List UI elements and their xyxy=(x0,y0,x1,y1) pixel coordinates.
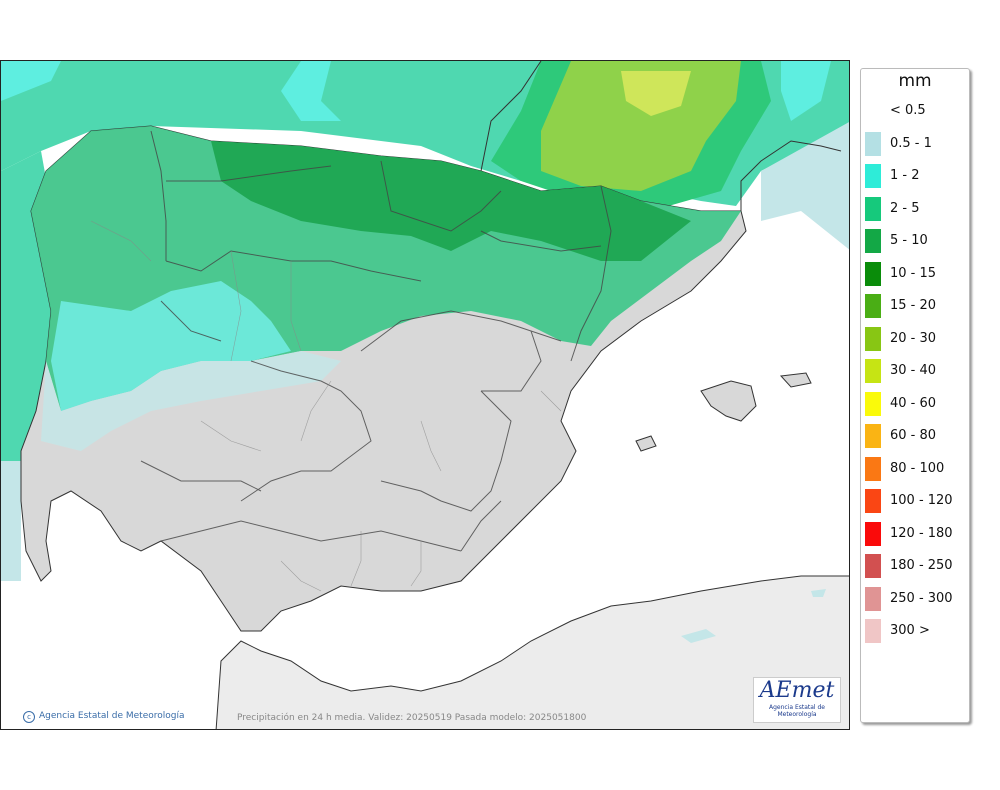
legend-item: 40 - 60 xyxy=(865,391,965,416)
menorca xyxy=(779,372,812,388)
legend-swatch xyxy=(865,294,881,318)
biscay-precip-lime xyxy=(541,61,741,191)
legend-item: 5 - 10 xyxy=(865,229,965,253)
legend-swatch xyxy=(865,196,881,221)
legend-swatch xyxy=(865,326,881,351)
legend-swatch xyxy=(865,489,881,513)
legend-swatch xyxy=(865,131,881,156)
precipitation-map: c Agencia Estatal de Meteorología Precipi… xyxy=(0,60,850,730)
aemet-logo: AEmet Agencia Estatal de Meteorología xyxy=(753,677,841,723)
legend-label: 100 - 120 xyxy=(890,493,953,508)
north-africa xyxy=(215,575,849,729)
legend-item: 60 - 80 xyxy=(865,424,965,448)
legend-swatch xyxy=(865,586,881,611)
france xyxy=(480,61,542,172)
legend-label: 0.5 - 1 xyxy=(890,135,932,151)
africa-light-precip xyxy=(681,589,826,643)
map-caption: Precipitación en 24 h media. Validez: 20… xyxy=(237,713,587,723)
legend-item: 1 - 2 xyxy=(865,164,965,188)
east-sea-light xyxy=(761,122,849,250)
legend-item: 2 - 5 xyxy=(865,196,965,221)
legend-swatch xyxy=(865,456,881,481)
land-precip-dark xyxy=(211,141,691,261)
legend-label: 120 - 180 xyxy=(890,525,953,541)
legend-label: 250 - 300 xyxy=(890,590,953,606)
legend-item: 120 - 180 xyxy=(865,521,965,546)
land-precip-cyan xyxy=(51,281,291,411)
logo-wordmark: AEmet xyxy=(759,678,835,703)
mallorca xyxy=(700,380,757,422)
map-canvas xyxy=(1,61,849,729)
legend-item: 180 - 250 xyxy=(865,554,965,578)
legend-label: 5 - 10 xyxy=(890,233,928,248)
legend-swatch xyxy=(865,164,881,188)
legend-label: 80 - 100 xyxy=(890,460,945,476)
legend-label: 2 - 5 xyxy=(890,200,920,216)
legend-item: 30 - 40 xyxy=(865,359,965,383)
legend-label: 15 - 20 xyxy=(890,298,937,313)
copyright-notice: c Agencia Estatal de Meteorología xyxy=(23,711,185,723)
legend-label: 10 - 15 xyxy=(890,265,937,281)
legend-item: < 0.5 xyxy=(865,99,965,123)
legend-swatch xyxy=(865,521,881,546)
province-boundaries xyxy=(90,220,562,592)
legend-item: 80 - 100 xyxy=(865,456,965,481)
legend-item: 300 > xyxy=(865,619,965,643)
legend-swatch xyxy=(865,619,881,643)
legend-label: 40 - 60 xyxy=(890,395,937,411)
legend-label: 30 - 40 xyxy=(890,363,937,378)
legend-swatch xyxy=(865,261,881,286)
legend-swatch xyxy=(865,424,881,448)
legend-label: < 0.5 xyxy=(890,103,926,118)
logo-subtitle: Agencia Estatal de Meteorología xyxy=(768,704,825,718)
legend-label: 300 > xyxy=(890,623,930,638)
france-south xyxy=(740,140,842,211)
land-precip-light xyxy=(41,351,341,451)
legend-swatch xyxy=(865,99,881,123)
legend-item: 15 - 20 xyxy=(865,294,965,318)
legend-item: 10 - 15 xyxy=(865,261,965,286)
legend-swatch xyxy=(865,359,881,383)
region-boundaries xyxy=(140,130,612,552)
legend-swatch xyxy=(865,554,881,578)
legend-item: 20 - 30 xyxy=(865,326,965,351)
legend-swatch xyxy=(865,391,881,416)
legend-label: 20 - 30 xyxy=(890,330,937,346)
ibiza xyxy=(635,435,657,452)
legend-swatch xyxy=(865,229,881,253)
legend-item: 0.5 - 1 xyxy=(865,131,965,156)
legend-unit: mm xyxy=(898,71,932,91)
atlantic-light xyxy=(1,461,21,581)
legend-label: 60 - 80 xyxy=(890,428,937,443)
precipitation-legend: mm < 0.5 0.5 - 1 1 - 2 2 - 5 5 - 10 10 - 15 15… xyxy=(860,68,970,723)
legend-item: 100 - 120 xyxy=(865,489,965,513)
legend-label: 1 - 2 xyxy=(890,168,920,183)
legend-item: 250 - 300 xyxy=(865,586,965,611)
copyright-icon: c xyxy=(23,711,35,723)
legend-label: 180 - 250 xyxy=(890,558,953,573)
biscay-precip-yellow xyxy=(621,71,691,116)
copyright-text: Agencia Estatal de Meteorología xyxy=(39,711,185,721)
